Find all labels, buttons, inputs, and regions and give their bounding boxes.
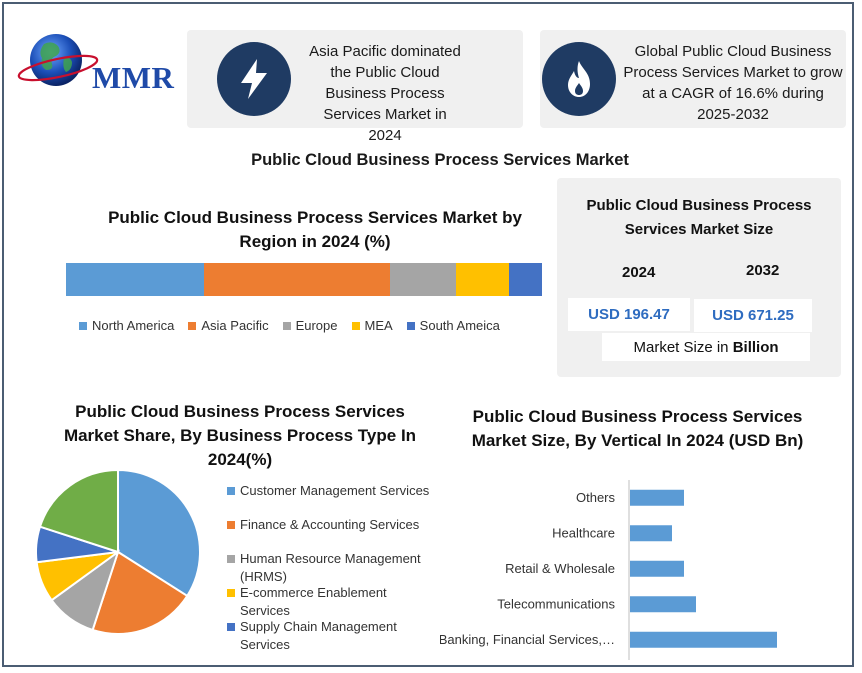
legend-swatch [227, 623, 235, 631]
legend-label: Finance & Accounting Services [240, 517, 420, 532]
region-legend-item: South Ameica [406, 318, 500, 333]
infographic-frame [2, 2, 854, 667]
region-bar-segment [389, 263, 457, 296]
market-size-title: Public Cloud Business Process Services M… [586, 197, 812, 238]
vertical-bar [630, 596, 696, 613]
value-2024: USD 196.47 [568, 298, 690, 331]
pie-chart [35, 468, 201, 635]
category-label: Others [576, 490, 616, 505]
vertical-bar-chart: Others Healthcare Retail & Wholesale Teleco… [440, 480, 777, 660]
legend-swatch [79, 321, 87, 330]
legend-label: South Ameica [419, 318, 500, 333]
region-bar-segment [204, 263, 390, 296]
pie-legend-item: Finance & Accounting Services [227, 516, 419, 534]
legend-swatch [282, 321, 291, 330]
legend-label: MEA [364, 318, 393, 333]
pie-legend-item: Supply Chain Management Services [227, 618, 440, 654]
lightning-bolt-icon [217, 42, 291, 116]
legend-swatch [227, 589, 235, 597]
category-label: Telecommunications [497, 596, 615, 611]
unit-bold: Billion [732, 338, 779, 356]
pie-legend-item: Customer Management Services [227, 482, 429, 500]
pie-legend-item: E-commerce Enablement Services [227, 584, 440, 620]
highlight-card-cagr: Global Public Cloud Business Process Ser… [540, 30, 846, 128]
pie-slice [91, 550, 189, 635]
legend-label: North America [92, 318, 175, 333]
region-bar-segment [456, 263, 509, 296]
year-2024-label: 2024 [622, 264, 656, 281]
mmr-logo: MMR [14, 28, 179, 98]
legend-label: Customer Management Services [240, 483, 430, 498]
legend-swatch [188, 321, 197, 330]
region-legend: North America Asia Pacific Europe MEA South … [79, 318, 500, 333]
highlight-card-region: Asia Pacific dominated the Public Cloud … [187, 30, 523, 144]
legend-label: Human Resource Management (HRMS) [240, 551, 421, 584]
vertical-bar [630, 525, 672, 542]
unit-prefix: Market Size in [633, 338, 733, 356]
region-legend-item: Europe [282, 318, 338, 333]
region-bar-segment [66, 263, 205, 296]
legend-label: Europe [295, 318, 338, 333]
flame-icon [542, 42, 616, 116]
market-size-card: Public Cloud Business Process Services M… [557, 178, 841, 377]
legend-swatch [406, 321, 415, 330]
region-bar-segment [508, 263, 542, 296]
region-legend-item: MEA [351, 318, 393, 333]
pie-chart-title: Public Cloud Business Process Services M… [63, 402, 417, 469]
legend-label: Supply Chain Management Services [240, 619, 397, 652]
vertical-chart-title: Public Cloud Business Process Services M… [471, 407, 804, 450]
logo-text: MMR [92, 60, 175, 95]
legend-swatch [351, 321, 360, 330]
region-legend-item: Asia Pacific [188, 318, 269, 333]
main-title: Public Cloud Business Process Services M… [251, 151, 629, 169]
vertical-bar [630, 631, 777, 648]
region-legend-item: North America [79, 318, 174, 333]
category-label: Banking, Financial Services,… [440, 632, 615, 647]
globe-icon [17, 34, 99, 86]
highlight-text-cagr: Global Public Cloud Business Process Ser… [623, 43, 843, 123]
legend-swatch [227, 487, 235, 495]
value-2032: USD 671.25 [694, 299, 812, 332]
legend-label: Asia Pacific [201, 318, 269, 333]
category-label: Healthcare [552, 525, 615, 540]
region-stacked-bar [66, 263, 542, 296]
legend-swatch [227, 521, 235, 529]
year-2032-label: 2032 [746, 262, 780, 279]
highlight-text-region: Asia Pacific dominated the Public Cloud … [309, 43, 461, 144]
category-label: Retail & Wholesale [505, 561, 615, 576]
legend-swatch [227, 555, 235, 563]
vertical-bar [630, 560, 684, 577]
vertical-bar [630, 489, 684, 506]
market-size-unit: Market Size in Billion [602, 333, 810, 361]
legend-label: E-commerce Enablement Services [240, 585, 387, 618]
pie-slice [38, 468, 119, 554]
pie-legend-item: Human Resource Management (HRMS) [227, 550, 440, 586]
region-chart-title: Public Cloud Business Process Services M… [108, 208, 522, 251]
